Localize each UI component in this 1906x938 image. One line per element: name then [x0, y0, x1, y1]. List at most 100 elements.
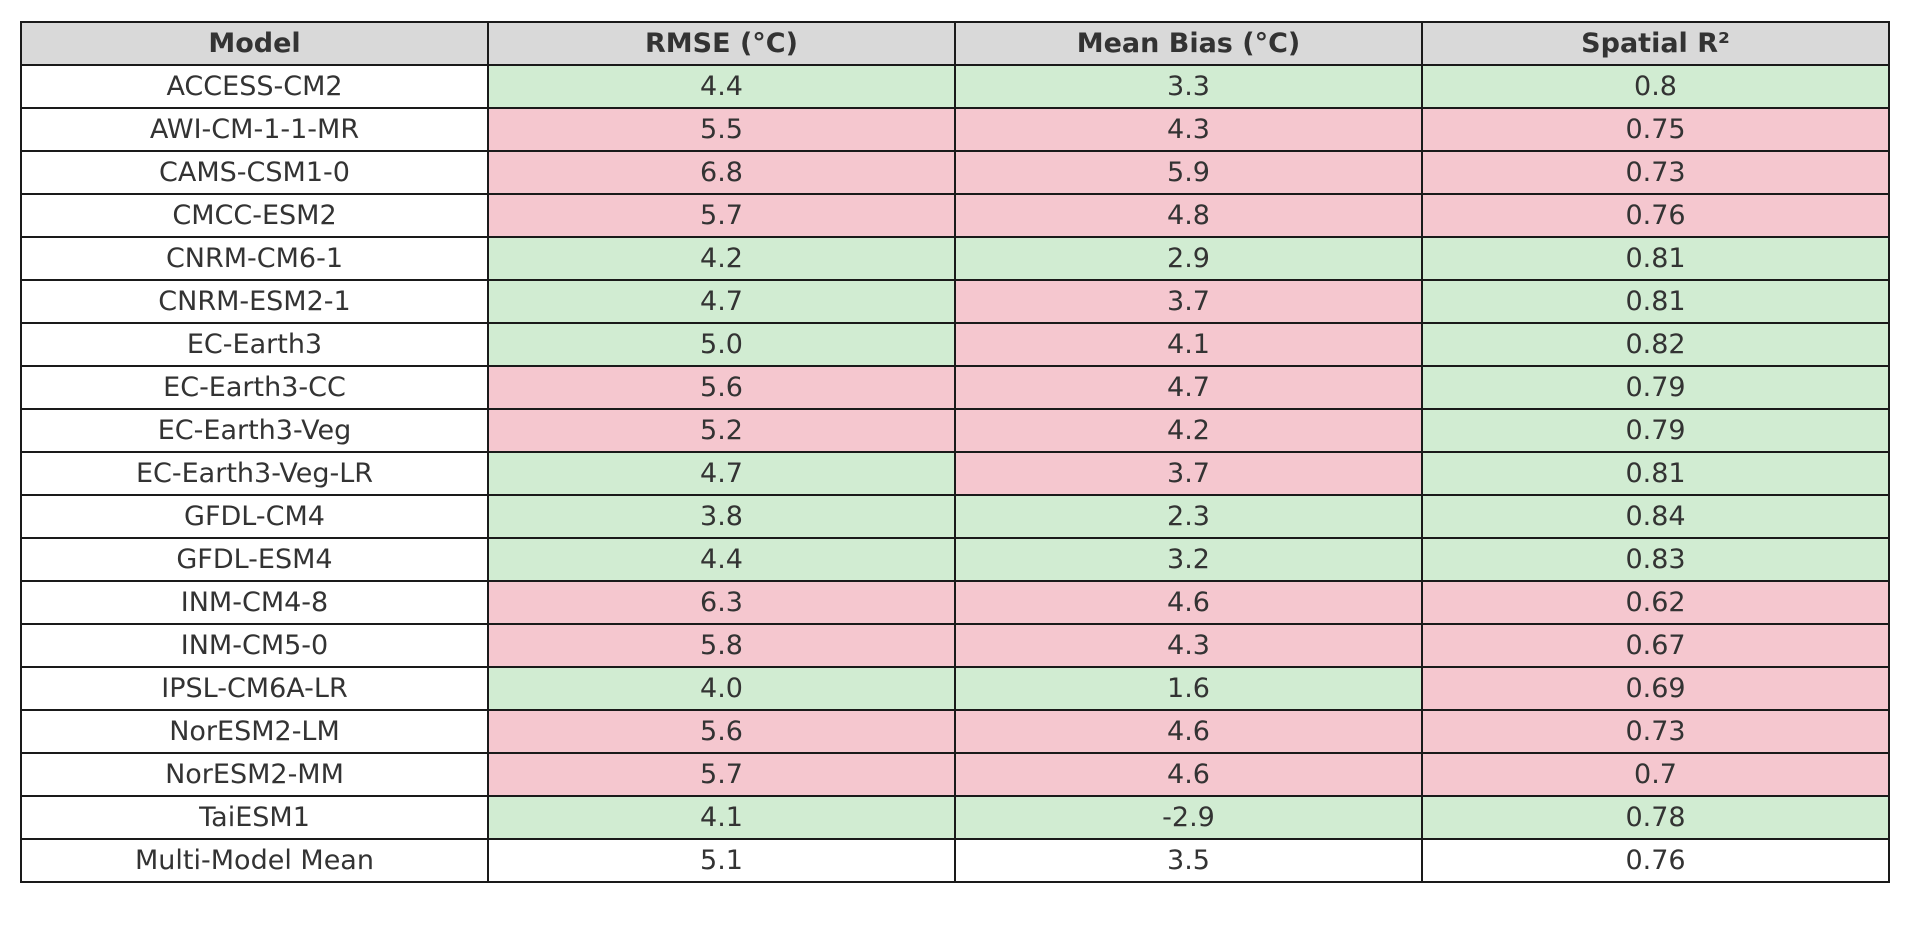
table-header: Model RMSE (°C) Mean Bias (°C) Spatial R…: [20, 21, 1890, 66]
spatial-r2-cell: 0.62: [1421, 580, 1890, 625]
table-row: ACCESS-CM2 4.4 3.3 0.8: [20, 64, 1890, 109]
column-header-model: Model: [20, 21, 489, 66]
mean-bias-cell: 3.2: [954, 537, 1423, 582]
model-name-cell: CMCC-ESM2: [20, 193, 489, 238]
model-name-cell: CNRM-ESM2-1: [20, 279, 489, 324]
mean-bias-cell: 5.9: [954, 150, 1423, 195]
spatial-r2-cell: 0.81: [1421, 236, 1890, 281]
mean-bias-cell: 4.1: [954, 322, 1423, 367]
spatial-r2-cell: 0.79: [1421, 365, 1890, 410]
model-name-cell: AWI-CM-1-1-MR: [20, 107, 489, 152]
rmse-cell: 4.4: [487, 537, 956, 582]
rmse-cell: 4.4: [487, 64, 956, 109]
table-row: EC-Earth3-Veg-LR 4.7 3.7 0.81: [20, 451, 1890, 496]
column-header-spatial-r2: Spatial R²: [1421, 21, 1890, 66]
table-row: EC-Earth3-Veg 5.2 4.2 0.79: [20, 408, 1890, 453]
model-name-cell: INM-CM5-0: [20, 623, 489, 668]
rmse-cell: 6.8: [487, 150, 956, 195]
rmse-cell: 3.8: [487, 494, 956, 539]
spatial-r2-cell: 0.67: [1421, 623, 1890, 668]
rmse-cell: 5.7: [487, 752, 956, 797]
mean-bias-cell: 3.5: [954, 838, 1423, 883]
spatial-r2-cell: 0.78: [1421, 795, 1890, 840]
mean-bias-cell: 4.8: [954, 193, 1423, 238]
table-row: CNRM-ESM2-1 4.7 3.7 0.81: [20, 279, 1890, 324]
spatial-r2-cell: 0.79: [1421, 408, 1890, 453]
rmse-cell: 5.5: [487, 107, 956, 152]
rmse-cell: 4.0: [487, 666, 956, 711]
mean-bias-cell: 1.6: [954, 666, 1423, 711]
table-row: CNRM-CM6-1 4.2 2.9 0.81: [20, 236, 1890, 281]
rmse-cell: 6.3: [487, 580, 956, 625]
rmse-cell: 5.6: [487, 365, 956, 410]
spatial-r2-cell: 0.84: [1421, 494, 1890, 539]
spatial-r2-cell: 0.69: [1421, 666, 1890, 711]
model-name-cell: GFDL-CM4: [20, 494, 489, 539]
table-row: GFDL-CM4 3.8 2.3 0.84: [20, 494, 1890, 539]
rmse-cell: 5.1: [487, 838, 956, 883]
table-row: NorESM2-LM 5.6 4.6 0.73: [20, 709, 1890, 754]
table-row: Multi-Model Mean 5.1 3.5 0.76: [20, 838, 1890, 883]
spatial-r2-cell: 0.81: [1421, 451, 1890, 496]
mean-bias-cell: 4.7: [954, 365, 1423, 410]
rmse-cell: 4.2: [487, 236, 956, 281]
mean-bias-cell: 3.3: [954, 64, 1423, 109]
mean-bias-cell: 2.3: [954, 494, 1423, 539]
table-row: NorESM2-MM 5.7 4.6 0.7: [20, 752, 1890, 797]
rmse-cell: 4.7: [487, 279, 956, 324]
table-row: EC-Earth3-CC 5.6 4.7 0.79: [20, 365, 1890, 410]
table-row: TaiESM1 4.1 -2.9 0.78: [20, 795, 1890, 840]
mean-bias-cell: 4.3: [954, 623, 1423, 668]
spatial-r2-cell: 0.83: [1421, 537, 1890, 582]
spatial-r2-cell: 0.82: [1421, 322, 1890, 367]
model-evaluation-table: Model RMSE (°C) Mean Bias (°C) Spatial R…: [20, 21, 1890, 883]
rmse-cell: 5.8: [487, 623, 956, 668]
table-row: IPSL-CM6A-LR 4.0 1.6 0.69: [20, 666, 1890, 711]
rmse-cell: 4.1: [487, 795, 956, 840]
table-row: GFDL-ESM4 4.4 3.2 0.83: [20, 537, 1890, 582]
rmse-cell: 5.2: [487, 408, 956, 453]
mean-bias-cell: 4.6: [954, 580, 1423, 625]
column-header-mean-bias: Mean Bias (°C): [954, 21, 1423, 66]
spatial-r2-cell: 0.8: [1421, 64, 1890, 109]
model-name-cell: Multi-Model Mean: [20, 838, 489, 883]
model-name-cell: INM-CM4-8: [20, 580, 489, 625]
table-row: EC-Earth3 5.0 4.1 0.82: [20, 322, 1890, 367]
model-name-cell: GFDL-ESM4: [20, 537, 489, 582]
mean-bias-cell: 4.6: [954, 709, 1423, 754]
mean-bias-cell: 4.6: [954, 752, 1423, 797]
model-name-cell: EC-Earth3-Veg-LR: [20, 451, 489, 496]
table-body: ACCESS-CM2 4.4 3.3 0.8 AWI-CM-1-1-MR 5.5 4.3 0.…: [20, 64, 1890, 883]
spatial-r2-cell: 0.73: [1421, 709, 1890, 754]
table-row: AWI-CM-1-1-MR 5.5 4.3 0.75: [20, 107, 1890, 152]
mean-bias-cell: 2.9: [954, 236, 1423, 281]
model-name-cell: NorESM2-LM: [20, 709, 489, 754]
mean-bias-cell: 4.3: [954, 107, 1423, 152]
model-name-cell: NorESM2-MM: [20, 752, 489, 797]
rmse-cell: 5.7: [487, 193, 956, 238]
spatial-r2-cell: 0.73: [1421, 150, 1890, 195]
model-name-cell: ACCESS-CM2: [20, 64, 489, 109]
header-row: Model RMSE (°C) Mean Bias (°C) Spatial R…: [20, 21, 1890, 66]
spatial-r2-cell: 0.76: [1421, 193, 1890, 238]
table-row: CAMS-CSM1-0 6.8 5.9 0.73: [20, 150, 1890, 195]
model-name-cell: CAMS-CSM1-0: [20, 150, 489, 195]
model-name-cell: EC-Earth3: [20, 322, 489, 367]
model-name-cell: EC-Earth3-Veg: [20, 408, 489, 453]
spatial-r2-cell: 0.81: [1421, 279, 1890, 324]
model-name-cell: CNRM-CM6-1: [20, 236, 489, 281]
rmse-cell: 4.7: [487, 451, 956, 496]
model-name-cell: EC-Earth3-CC: [20, 365, 489, 410]
column-header-rmse: RMSE (°C): [487, 21, 956, 66]
table-row: INM-CM5-0 5.8 4.3 0.67: [20, 623, 1890, 668]
model-evaluation-table-container: Model RMSE (°C) Mean Bias (°C) Spatial R…: [20, 21, 1890, 883]
rmse-cell: 5.6: [487, 709, 956, 754]
mean-bias-cell: 3.7: [954, 279, 1423, 324]
table-row: CMCC-ESM2 5.7 4.8 0.76: [20, 193, 1890, 238]
mean-bias-cell: 4.2: [954, 408, 1423, 453]
mean-bias-cell: -2.9: [954, 795, 1423, 840]
table-row: INM-CM4-8 6.3 4.6 0.62: [20, 580, 1890, 625]
rmse-cell: 5.0: [487, 322, 956, 367]
spatial-r2-cell: 0.7: [1421, 752, 1890, 797]
mean-bias-cell: 3.7: [954, 451, 1423, 496]
